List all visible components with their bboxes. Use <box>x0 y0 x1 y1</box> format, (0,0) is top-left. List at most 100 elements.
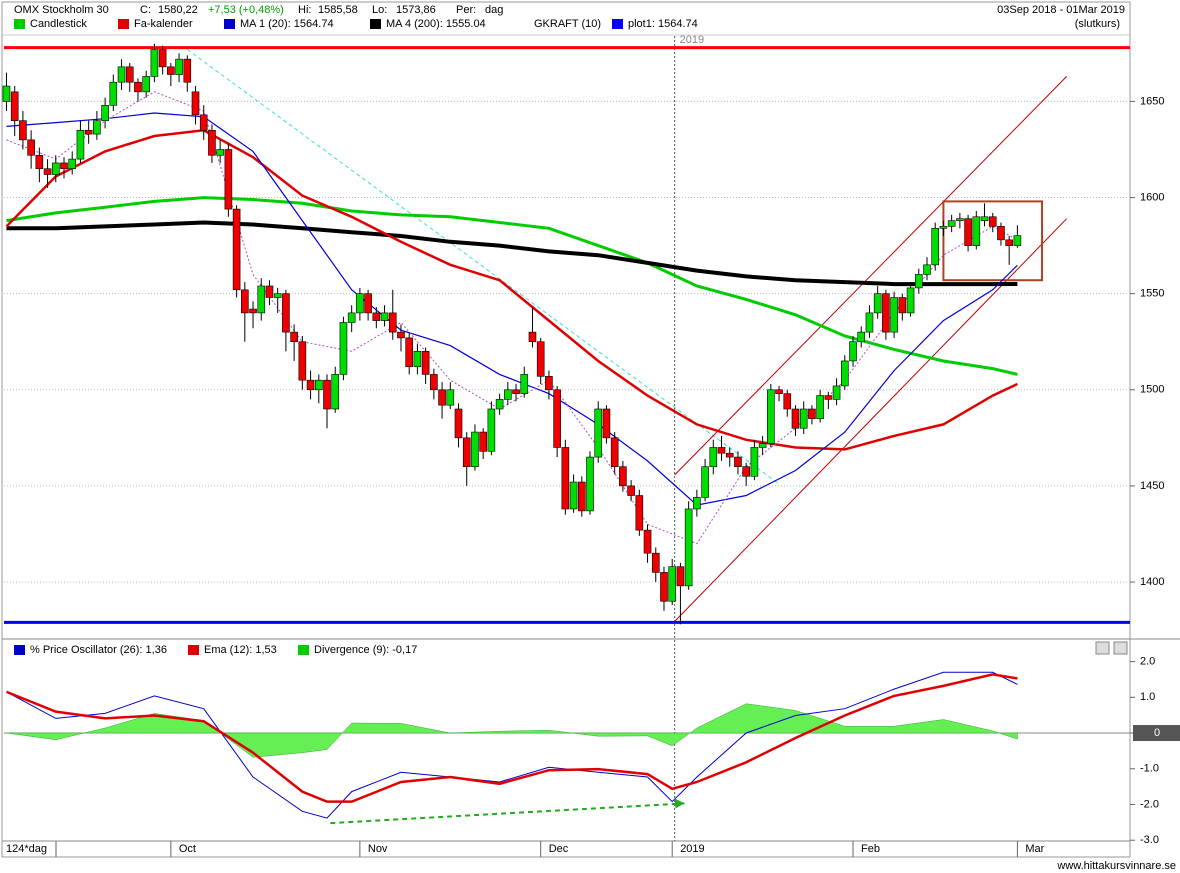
frame <box>1 1 1131 858</box>
candle-body <box>947 220 956 227</box>
candle-body <box>142 76 150 93</box>
legend-swatch <box>118 19 129 29</box>
y-tick-label: -3.0 <box>1140 834 1159 846</box>
candle-body <box>372 312 381 321</box>
candle-body <box>783 393 792 410</box>
y-tick-label: 1400 <box>1140 576 1164 588</box>
candle-body <box>331 374 340 410</box>
candle-body <box>824 395 833 400</box>
candle-body <box>216 149 224 156</box>
candle-body <box>651 552 660 573</box>
indicator-line <box>5 129 1018 451</box>
candle-body <box>980 216 989 221</box>
x-tick-label: Dec <box>549 843 569 855</box>
candle-body <box>150 49 159 77</box>
trend-line <box>674 76 1068 476</box>
candle-body <box>758 443 767 448</box>
candle-body <box>512 389 520 394</box>
candle-body <box>775 389 783 394</box>
candle-body <box>610 437 619 467</box>
date-range: 03Sep 2018 - 01Mar 2019 <box>997 4 1125 16</box>
candle-body <box>487 408 496 452</box>
candle-body <box>462 437 471 467</box>
close-panel-button[interactable] <box>1113 641 1128 655</box>
candle-body <box>577 481 586 512</box>
candle-body <box>10 91 19 121</box>
low-label: Lo: <box>372 4 387 16</box>
candle-body <box>602 408 611 439</box>
arrow-head <box>674 798 685 809</box>
y-tick-label: 1.0 <box>1140 691 1155 703</box>
candle-body <box>684 508 693 587</box>
candle-body <box>388 312 397 333</box>
zero-badge <box>1133 725 1180 742</box>
candle-body <box>323 379 331 410</box>
candle-body <box>101 104 109 121</box>
candle-body <box>257 285 266 314</box>
candle-body <box>495 399 504 410</box>
candle-body <box>438 389 446 406</box>
legend-swatch <box>188 645 199 655</box>
candle-body <box>43 168 52 175</box>
candle-body <box>643 529 652 554</box>
candle-body <box>191 91 200 116</box>
y-tick-label: 1650 <box>1140 95 1164 107</box>
candle-body <box>586 456 594 512</box>
candle-body <box>504 389 512 400</box>
legend-label: MA 1 (20): 1564.74 <box>240 18 334 30</box>
legend-label: % Price Oscillator (26): 1,36 <box>30 644 167 656</box>
candle-body <box>725 452 734 458</box>
candle-body <box>865 312 874 333</box>
candle-body <box>923 264 931 275</box>
indicator-line <box>6 196 1018 376</box>
candle-body <box>849 341 857 362</box>
trend-line <box>187 49 780 485</box>
y-tick-label: 0 <box>1154 727 1160 739</box>
legend-label: Divergence (9): -0,17 <box>314 644 417 656</box>
candle-body <box>421 351 430 375</box>
candle-body <box>249 308 257 314</box>
candle-body <box>816 395 824 419</box>
candle-body <box>808 408 816 419</box>
year-marker-label: 2019 <box>680 34 704 46</box>
candle-body <box>134 81 142 93</box>
candle-body <box>479 431 487 452</box>
candle-body <box>183 58 192 83</box>
candle-body <box>750 447 759 477</box>
candle-body <box>988 216 997 227</box>
legend-label: MA 4 (200): 1555.04 <box>386 18 486 30</box>
candle-body <box>224 149 233 210</box>
candle-body <box>84 129 93 135</box>
close-label: C: <box>140 4 151 16</box>
candle-body <box>791 408 800 429</box>
candle-body <box>1013 235 1022 246</box>
legend-swatch <box>14 19 25 29</box>
candle-body <box>60 162 68 170</box>
candle-body <box>51 162 60 175</box>
candle-body <box>939 226 948 229</box>
candle-body <box>314 379 323 391</box>
candle-body <box>76 129 85 160</box>
candle-body <box>898 297 907 314</box>
candle-body <box>232 208 241 291</box>
period-value: dag <box>485 4 503 16</box>
x-tick-label: Nov <box>368 843 388 855</box>
indicator-line <box>6 220 1018 287</box>
candle-body <box>693 497 701 510</box>
candle-body <box>536 341 545 377</box>
legend-label: GKRAFT (10) <box>534 18 601 30</box>
candle-body <box>906 287 915 314</box>
candle-body <box>799 408 808 429</box>
candle-body <box>356 293 364 314</box>
candle-body <box>35 154 44 170</box>
y-tick-label: 1500 <box>1140 384 1164 396</box>
candle-body <box>997 226 1005 241</box>
instrument-title: OMX Stockholm 30 <box>14 4 109 16</box>
y-tick-label: -1.0 <box>1140 763 1159 775</box>
x-tick-label: 2019 <box>680 843 704 855</box>
zoom-button[interactable] <box>1095 641 1110 655</box>
y-tick-label: 2.0 <box>1140 655 1155 667</box>
candle-body <box>619 466 627 487</box>
